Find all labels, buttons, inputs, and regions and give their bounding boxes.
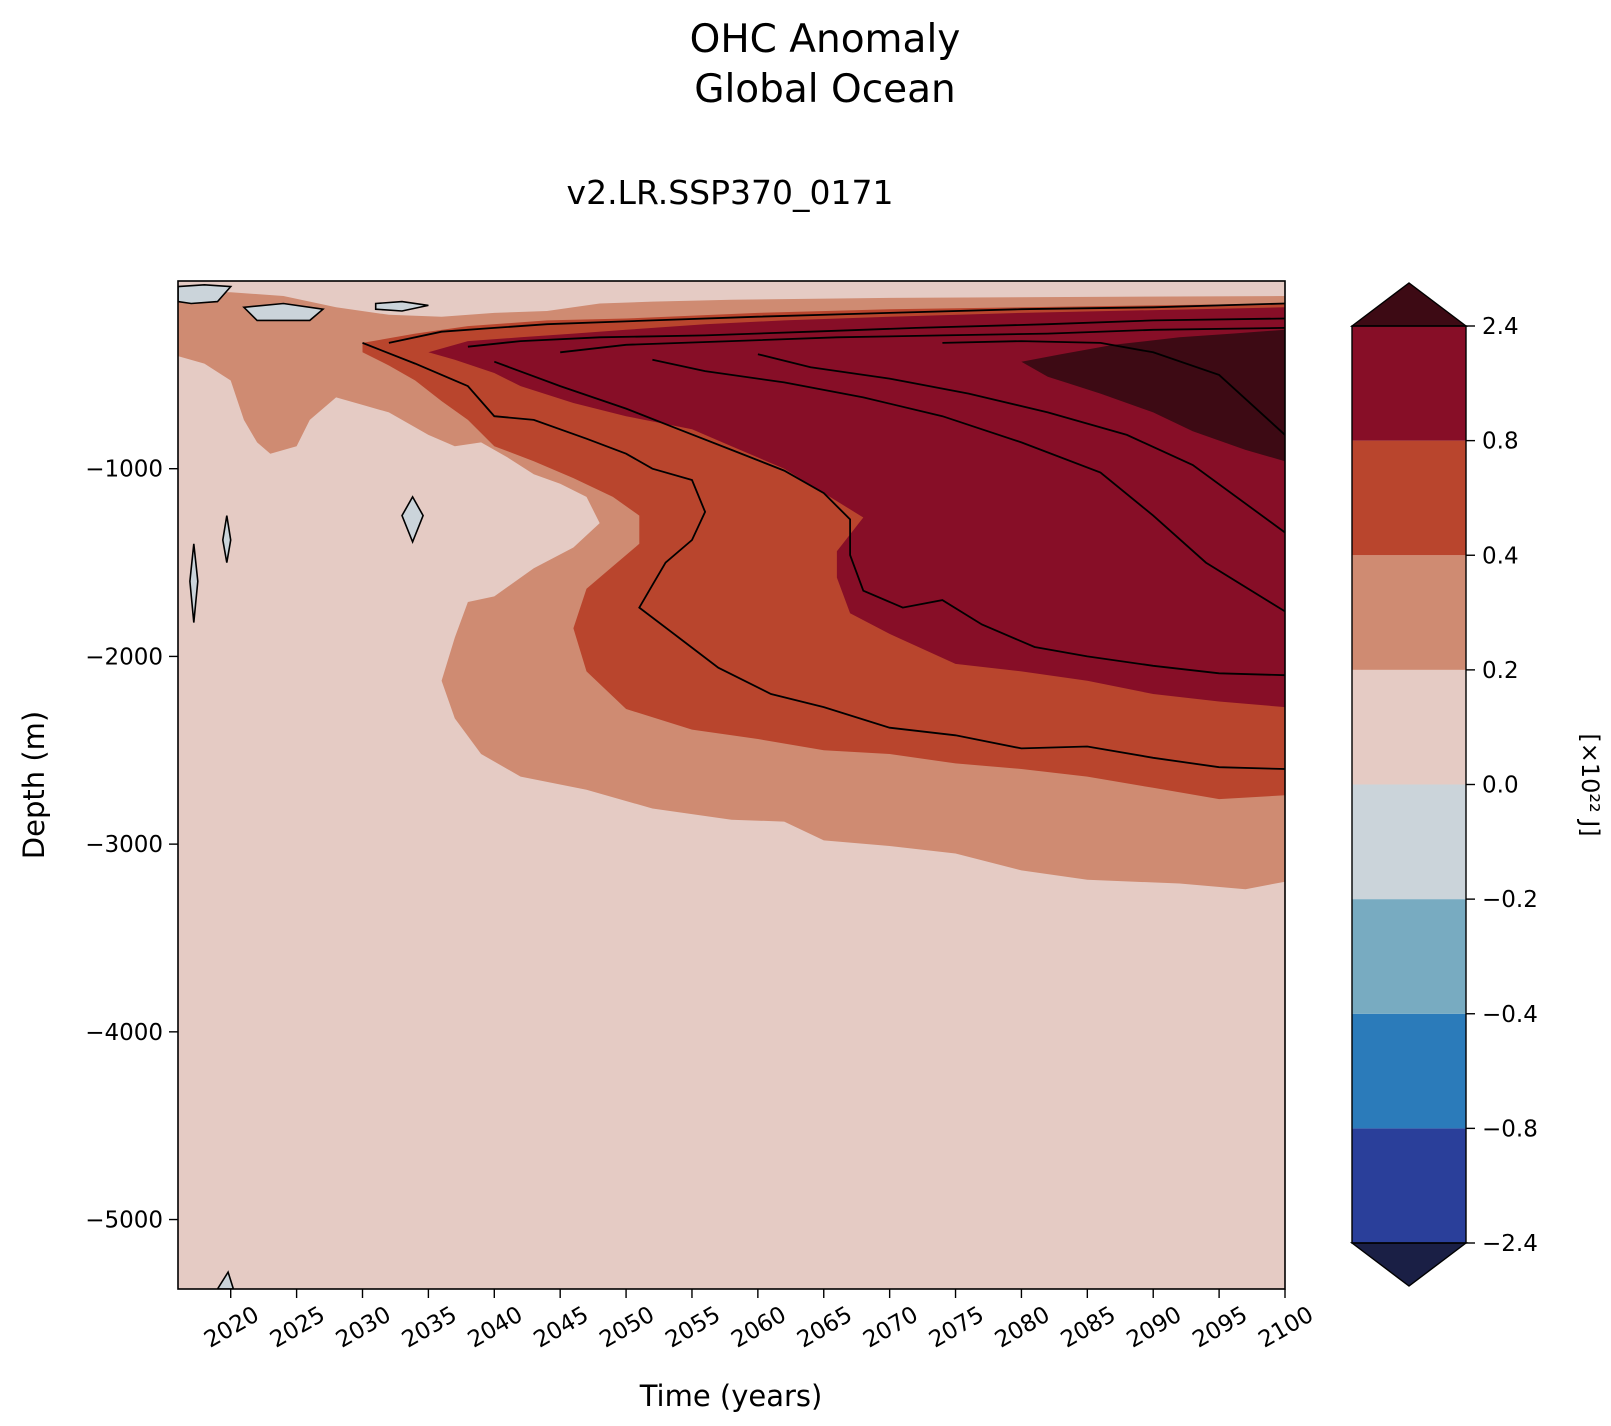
- contour-region-5: [242, 302, 325, 322]
- contour-line-0: [388, 302, 1285, 344]
- contour-fill-layer: [178, 283, 1285, 1289]
- colorbar-segment-5: [1352, 555, 1466, 670]
- contour-line-layer: [362, 302, 1285, 770]
- colorbar-segment-0: [1352, 1128, 1466, 1243]
- y-tick-label: −2000: [85, 644, 163, 670]
- contour-line-5: [652, 358, 1285, 613]
- contour-region-4: [178, 283, 233, 305]
- x-tick-label: 2095: [1188, 1302, 1252, 1354]
- x-tick-label: 2085: [1057, 1302, 1121, 1354]
- colorbar-segment-1: [1352, 1013, 1466, 1129]
- contour-line-1: [467, 317, 1285, 348]
- contour-region-8: [221, 515, 232, 563]
- contour-region-6: [374, 300, 429, 312]
- contour-region-9: [189, 543, 199, 623]
- colorbar-under-arrow: [1349, 1242, 1469, 1287]
- x-axis-label: Time (years): [639, 1379, 823, 1413]
- colorbar-tick-label: −0.4: [1482, 1002, 1538, 1028]
- colorbar: 2.4 0.8 0.4 0.2 0.0 −0.2 −0.4 −0.8 −2.4: [1349, 282, 1538, 1287]
- colorbar-tick-label: −2.4: [1482, 1231, 1538, 1257]
- contour-region-7: [401, 495, 424, 545]
- contour-line-7: [942, 340, 1285, 436]
- colorbar-segment-4: [1352, 669, 1466, 785]
- x-tick-label: 2070: [859, 1302, 923, 1354]
- colorbar-tick-label: 0.0: [1482, 773, 1519, 799]
- colorbar-tick-label: −0.8: [1482, 1116, 1538, 1142]
- y-tick-label: −4000: [85, 1020, 163, 1046]
- x-tick-label: 2040: [464, 1302, 528, 1354]
- contour-line-6: [757, 353, 1285, 534]
- colorbar-tick-label: 0.8: [1482, 429, 1519, 455]
- colorbar-tick-label: 0.2: [1482, 658, 1519, 684]
- plot-area: [177, 280, 1286, 1290]
- x-tick-label: 2060: [727, 1302, 791, 1354]
- colorbar-segment-2: [1352, 899, 1466, 1014]
- colorbar-tick-label: −0.2: [1482, 887, 1538, 913]
- colorbar-tick-label: 0.4: [1482, 543, 1519, 569]
- contour-region-3: [1021, 329, 1285, 462]
- chart-subtitle: v2.LR.SSP370_0171: [567, 173, 894, 212]
- x-tick-label: 2035: [398, 1302, 462, 1354]
- contour-region-10: [216, 1270, 235, 1289]
- x-axis: 2020 2025 2030 2035 2040 2045 2050 2055 2060 2065…: [200, 1289, 1318, 1353]
- contour-line-4: [493, 360, 1285, 677]
- contour-line-3: [362, 342, 1285, 770]
- contour-line-2: [560, 327, 1285, 354]
- y-axis: −1000 −2000 −3000 −4000 −5000: [85, 457, 178, 1234]
- y-tick-label: −5000: [85, 1208, 163, 1234]
- x-tick-label: 2075: [925, 1302, 989, 1354]
- y-tick-label: −3000: [85, 832, 163, 858]
- x-tick-label: 2025: [266, 1302, 330, 1354]
- x-tick-label: 2065: [793, 1302, 857, 1354]
- x-tick-label: 2045: [529, 1302, 593, 1354]
- colorbar-segment-6: [1352, 440, 1466, 556]
- y-axis-label: Depth (m): [17, 711, 51, 859]
- colorbar-label: [×10²² J]: [1576, 733, 1604, 836]
- chart-title-line1: OHC Anomaly: [690, 17, 961, 62]
- x-tick-label: 2050: [595, 1302, 659, 1354]
- x-tick-label: 2055: [661, 1302, 725, 1354]
- x-tick-label: 2100: [1254, 1302, 1318, 1354]
- chart-title-line2: Global Ocean: [694, 67, 956, 112]
- colorbar-over-arrow: [1349, 282, 1469, 327]
- x-tick-label: 2030: [332, 1302, 396, 1354]
- colorbar-segment-3: [1352, 784, 1466, 900]
- x-tick-label: 2080: [991, 1302, 1055, 1354]
- x-tick-label: 2020: [200, 1302, 264, 1354]
- y-tick-label: −1000: [85, 457, 163, 483]
- contour-region-2: [428, 307, 1285, 708]
- colorbar-segment-7: [1352, 326, 1466, 441]
- x-tick-label: 2090: [1123, 1302, 1187, 1354]
- plot-frame: [177, 280, 1286, 1290]
- colorbar-tick-label: 2.4: [1482, 314, 1519, 340]
